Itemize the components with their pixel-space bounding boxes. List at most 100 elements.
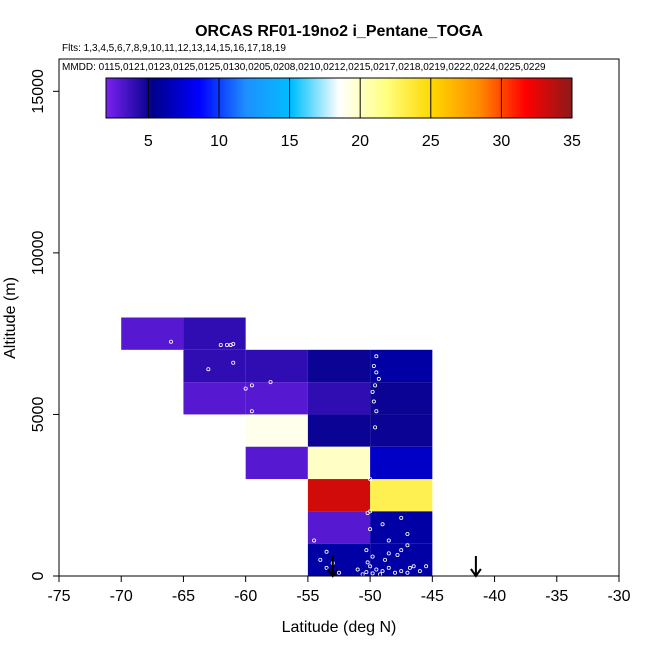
heatmap-cell-3 (245, 349, 308, 383)
sample-point-47 (380, 569, 385, 574)
heatmap-cell-19 (370, 511, 433, 544)
x-tick-label-6: -45 (421, 588, 444, 605)
sample-point-16 (370, 389, 375, 394)
sample-point-17 (371, 399, 376, 404)
heatmap-cell-17 (370, 479, 433, 512)
heatmap-cell-2 (183, 349, 246, 383)
x-tick-label-4: -55 (296, 588, 319, 605)
x-tick-label-2: -65 (172, 588, 195, 605)
sample-point-41 (365, 560, 370, 565)
colorbar-tick-label-6: 35 (563, 133, 581, 150)
sample-point-46 (411, 564, 416, 569)
sample-point-44 (386, 565, 391, 570)
heatmap-cell-6 (183, 382, 246, 415)
sample-point-1 (218, 342, 223, 347)
sample-point-36 (386, 551, 391, 556)
heatmap-cell-8 (307, 382, 371, 415)
x-tick-label-1: -70 (110, 588, 133, 605)
x-tick-label-5: -50 (359, 588, 382, 605)
sample-point-30 (386, 538, 391, 543)
x-axis: -75 -70 -65 -60 -55 -50 -45 -40 -35 -30 (47, 576, 631, 605)
sample-point-52 (355, 567, 360, 572)
y-tick-label-2: 10000 (30, 231, 47, 276)
sample-point-15 (373, 383, 378, 388)
sample-point-32 (364, 548, 369, 553)
chart-title: ORCAS RF01-19no2 i_Pentane_TOGA (195, 23, 483, 40)
sample-point-50 (370, 571, 375, 576)
sample-point-12 (371, 363, 376, 368)
sample-point-37 (383, 557, 388, 562)
colorbar-ticks: 5 10 15 20 25 30 35 (144, 78, 581, 150)
sample-point-54 (407, 565, 412, 570)
colorbar-tick-label-4: 25 (422, 133, 440, 150)
x-axis-label: Latitude (deg N) (282, 619, 397, 636)
x-tick-label-9: -30 (607, 588, 630, 605)
x-tick-label-0: -75 (47, 588, 70, 605)
sample-point-18 (374, 409, 379, 414)
sample-point-29 (312, 538, 317, 543)
sample-point-21 (293, 481, 298, 486)
sample-point-8 (249, 383, 254, 388)
sample-point-49 (417, 569, 422, 574)
sample-point-53 (424, 564, 429, 569)
sample-points (168, 339, 429, 577)
sample-point-42 (368, 564, 373, 569)
colorbar (105, 77, 573, 119)
latitude-arrow-1 (470, 556, 482, 578)
sample-point-56 (336, 570, 341, 575)
y-tick-label-3: 15000 (30, 69, 47, 114)
sample-point-25 (399, 515, 404, 520)
x-tick-label-3: -60 (234, 588, 257, 605)
sample-point-51 (364, 570, 369, 575)
y-axis: 0 5000 10000 15000 (30, 69, 59, 580)
sample-point-38 (370, 554, 375, 559)
heatmap-cell-21 (370, 543, 433, 576)
sample-point-45 (399, 569, 404, 574)
sample-point-26 (380, 522, 385, 527)
y-axis-label: Altitude (m) (2, 277, 19, 359)
flights-note: Flts: 1,3,4,5,6,7,8,9,10,11,12,13,14,15,… (62, 43, 286, 54)
sample-point-19 (373, 425, 378, 430)
heatmap-cell-16 (307, 479, 371, 512)
x-tick-label-7: -40 (483, 588, 506, 605)
sample-point-39 (318, 557, 323, 562)
sample-point-22 (299, 496, 304, 501)
heatmap-cell-20 (307, 543, 371, 576)
heatmap-cell-1 (183, 317, 246, 350)
heatmap-cell-7 (245, 382, 308, 415)
heatmap-cells (121, 317, 433, 576)
heatmap-cell-10 (245, 414, 308, 447)
y-tick-label-1: 5000 (30, 397, 47, 433)
sample-point-9 (243, 386, 248, 391)
x-tick-label-8: -35 (545, 588, 568, 605)
sample-point-55 (392, 570, 397, 575)
colorbar-tick-label-0: 5 (144, 133, 153, 150)
heatmap-cell-11 (307, 414, 371, 447)
heatmap-cell-15 (370, 446, 433, 480)
sample-point-0 (168, 339, 173, 344)
sample-point-43 (374, 567, 379, 572)
heatmap-cell-13 (245, 446, 308, 480)
sample-point-35 (395, 552, 400, 557)
sample-point-2 (224, 342, 229, 347)
heatmap-cell-18 (307, 511, 371, 544)
colorbar-tick-label-5: 30 (492, 133, 510, 150)
dates-note: MMDD: 0115,0121,0123,0125,0125,0130,0205… (62, 62, 546, 73)
sample-point-10 (249, 409, 254, 414)
sample-point-20 (368, 477, 373, 482)
sample-point-48 (405, 570, 410, 575)
heatmap-cell-5 (370, 349, 433, 383)
sample-point-24 (365, 510, 370, 515)
sample-point-11 (374, 354, 379, 359)
sample-point-6 (231, 360, 236, 365)
sample-point-27 (368, 527, 373, 532)
heatmap-cell-14 (307, 446, 371, 480)
plot-frame (58, 58, 620, 577)
sample-point-7 (268, 380, 273, 385)
sample-point-13 (374, 370, 379, 375)
sample-point-57 (324, 565, 329, 570)
sample-point-34 (399, 548, 404, 553)
sample-point-31 (324, 549, 329, 554)
heatmap-cell-9 (370, 382, 433, 415)
